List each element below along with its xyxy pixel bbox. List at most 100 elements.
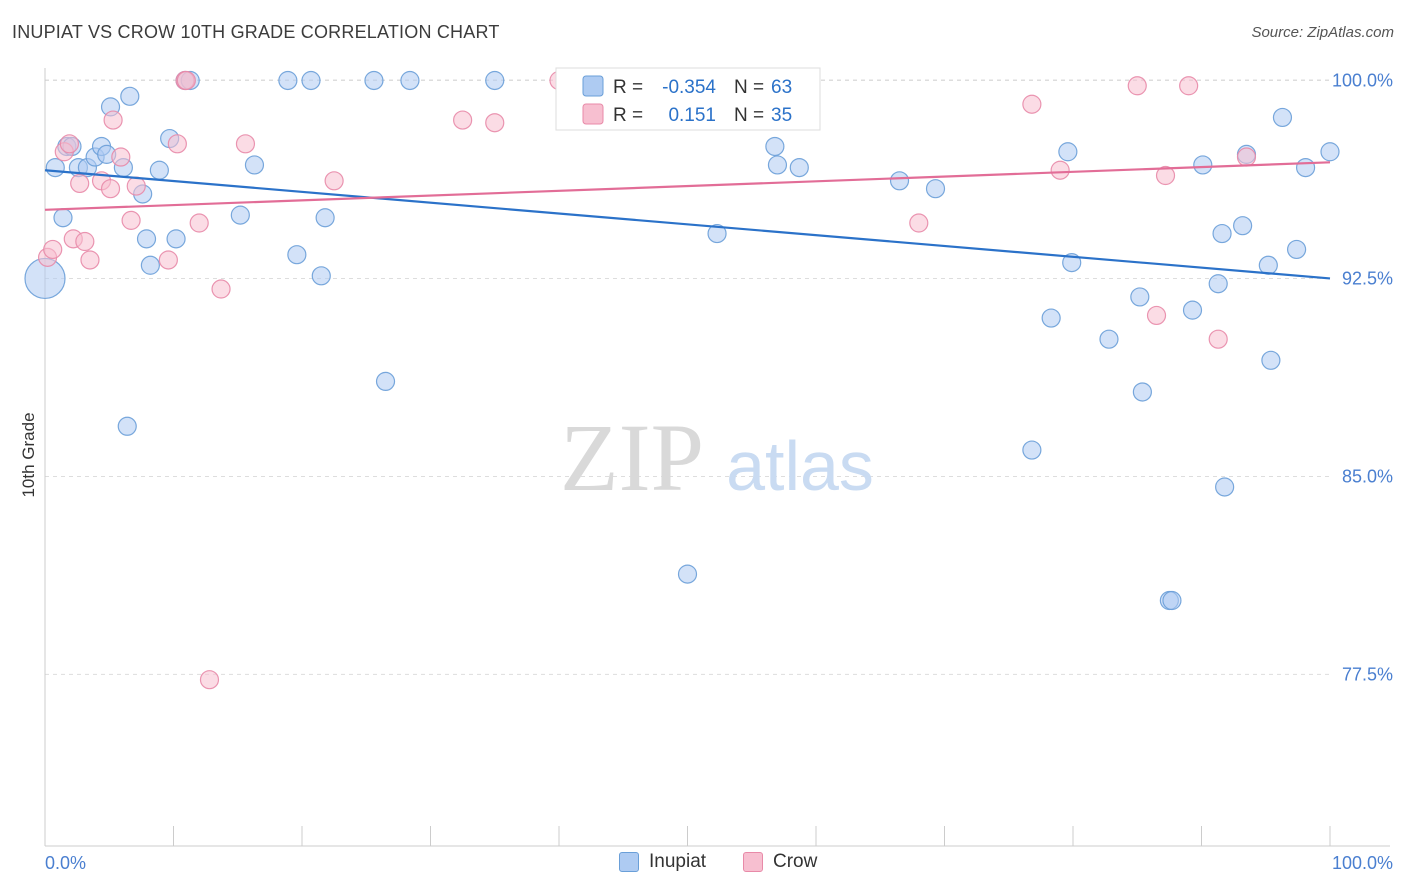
point-inupiat (136, 229, 157, 249)
point-crow (485, 113, 505, 133)
point-crow (167, 134, 187, 154)
x-tick-label: 0.0% (45, 853, 86, 873)
point-inupiat (1261, 350, 1281, 370)
x-tick-label: 100.0% (1332, 853, 1393, 873)
point-inupiat (707, 223, 727, 244)
point-crow (1236, 147, 1257, 167)
point-crow (211, 279, 231, 299)
point-crow (324, 171, 344, 191)
point-inupiat (1233, 216, 1253, 236)
point-inupiat (301, 70, 321, 91)
point-crow (1127, 76, 1147, 96)
y-tick-label: 77.5% (1342, 664, 1393, 684)
point-inupiat (677, 564, 698, 584)
point-crow (1022, 94, 1042, 114)
point-inupiat (140, 255, 160, 275)
point-inupiat (789, 157, 809, 178)
point-crow (121, 210, 141, 230)
y-tick-labels: 100.0% 92.5% 85.0% 77.5% (1332, 70, 1393, 684)
y-axis-label: 10th Grade (19, 412, 38, 497)
point-inupiat (53, 208, 73, 228)
point-inupiat (765, 136, 785, 157)
y-tick-label: 100.0% (1332, 70, 1393, 90)
point-inupiat (1320, 142, 1340, 162)
point-crow (1208, 329, 1228, 349)
stats-n-value-crow: 35 (771, 105, 792, 126)
point-inupiat (925, 179, 946, 199)
series-legend: Inupiat Crow (0, 851, 1406, 877)
point-crow (1146, 305, 1167, 326)
point-inupiat (315, 208, 335, 228)
stats-n-label-crow: N = (734, 105, 764, 126)
point-crow (80, 250, 100, 270)
point-inupiat (1272, 107, 1293, 128)
point-inupiat (1295, 157, 1316, 178)
point-inupiat (485, 70, 505, 91)
point-inupiat (117, 416, 137, 436)
point-inupiat (244, 155, 265, 175)
y-tick-label: 92.5% (1342, 268, 1393, 288)
point-inupiat (166, 229, 186, 249)
legend-swatch-crow (743, 852, 763, 872)
stats-r-value-crow: 0.151 (668, 105, 716, 126)
axes (44, 68, 1390, 847)
legend-swatch-inupiat (619, 852, 639, 872)
point-crow (199, 670, 220, 690)
point-inupiat (1162, 590, 1182, 611)
point-crow (111, 147, 131, 167)
stats-swatch-inupiat (582, 75, 604, 97)
stats-n-label-inupiat: N = (734, 77, 764, 98)
point-crow (103, 110, 123, 130)
chart-title: INUPIAT VS CROW 10TH GRADE CORRELATION C… (12, 22, 500, 42)
point-inupiat (1193, 155, 1213, 175)
point-inupiat (1208, 274, 1228, 294)
legend-label-crow: Crow (773, 851, 818, 872)
y-tick-label: 85.0% (1342, 466, 1393, 486)
point-inupiat (230, 205, 250, 225)
point-inupiat (375, 371, 396, 392)
point-crow (158, 250, 178, 270)
point-inupiat (1286, 239, 1307, 260)
point-inupiat (1058, 142, 1078, 162)
point-inupiat (278, 70, 298, 91)
point-crow (100, 179, 121, 199)
stats-swatch-crow (582, 103, 604, 125)
watermark-zip: ZIP (560, 404, 704, 511)
point-inupiat (1130, 287, 1150, 307)
legend-item-inupiat: Inupiat (619, 851, 706, 873)
point-crow (176, 70, 196, 91)
point-inupiat (1212, 223, 1232, 244)
point-inupiat (149, 160, 169, 180)
point-crow (59, 134, 80, 154)
source-label: Source: ZipAtlas.com (1251, 24, 1394, 41)
point-crow (189, 213, 209, 233)
point-inupiat (1022, 440, 1042, 460)
watermark-atlas: atlas (726, 427, 874, 505)
point-crow (75, 231, 95, 252)
trend-line-inupiat (44, 169, 1331, 280)
point-inupiat (1215, 477, 1235, 497)
stats-r-label-inupiat: R = (613, 77, 643, 98)
point-crow (126, 176, 146, 196)
point-inupiat (1099, 329, 1119, 349)
x-tick-labels: 0.0% 100.0% (45, 853, 1393, 873)
legend-label-inupiat: Inupiat (649, 851, 707, 872)
point-inupiat (1132, 382, 1152, 402)
watermark: ZIP atlas (560, 404, 874, 511)
stats-r-label-crow: R = (613, 105, 643, 126)
point-crow (235, 134, 256, 154)
stats-r-value-inupiat: -0.354 (662, 77, 716, 98)
point-crow (70, 173, 90, 194)
trend-lines (44, 161, 1331, 280)
point-inupiat (1041, 308, 1061, 328)
point-inupiat (767, 155, 788, 175)
point-inupiat (311, 266, 331, 286)
point-inupiat (889, 171, 910, 191)
point-crow (43, 239, 63, 260)
stats-legend: R = -0.354 N = 63 R = 0.151 N = 35 (555, 67, 821, 131)
stats-n-value-inupiat: 63 (771, 77, 792, 98)
point-inupiat (1182, 300, 1203, 320)
point-inupiat (287, 245, 307, 265)
point-crow (909, 213, 929, 233)
